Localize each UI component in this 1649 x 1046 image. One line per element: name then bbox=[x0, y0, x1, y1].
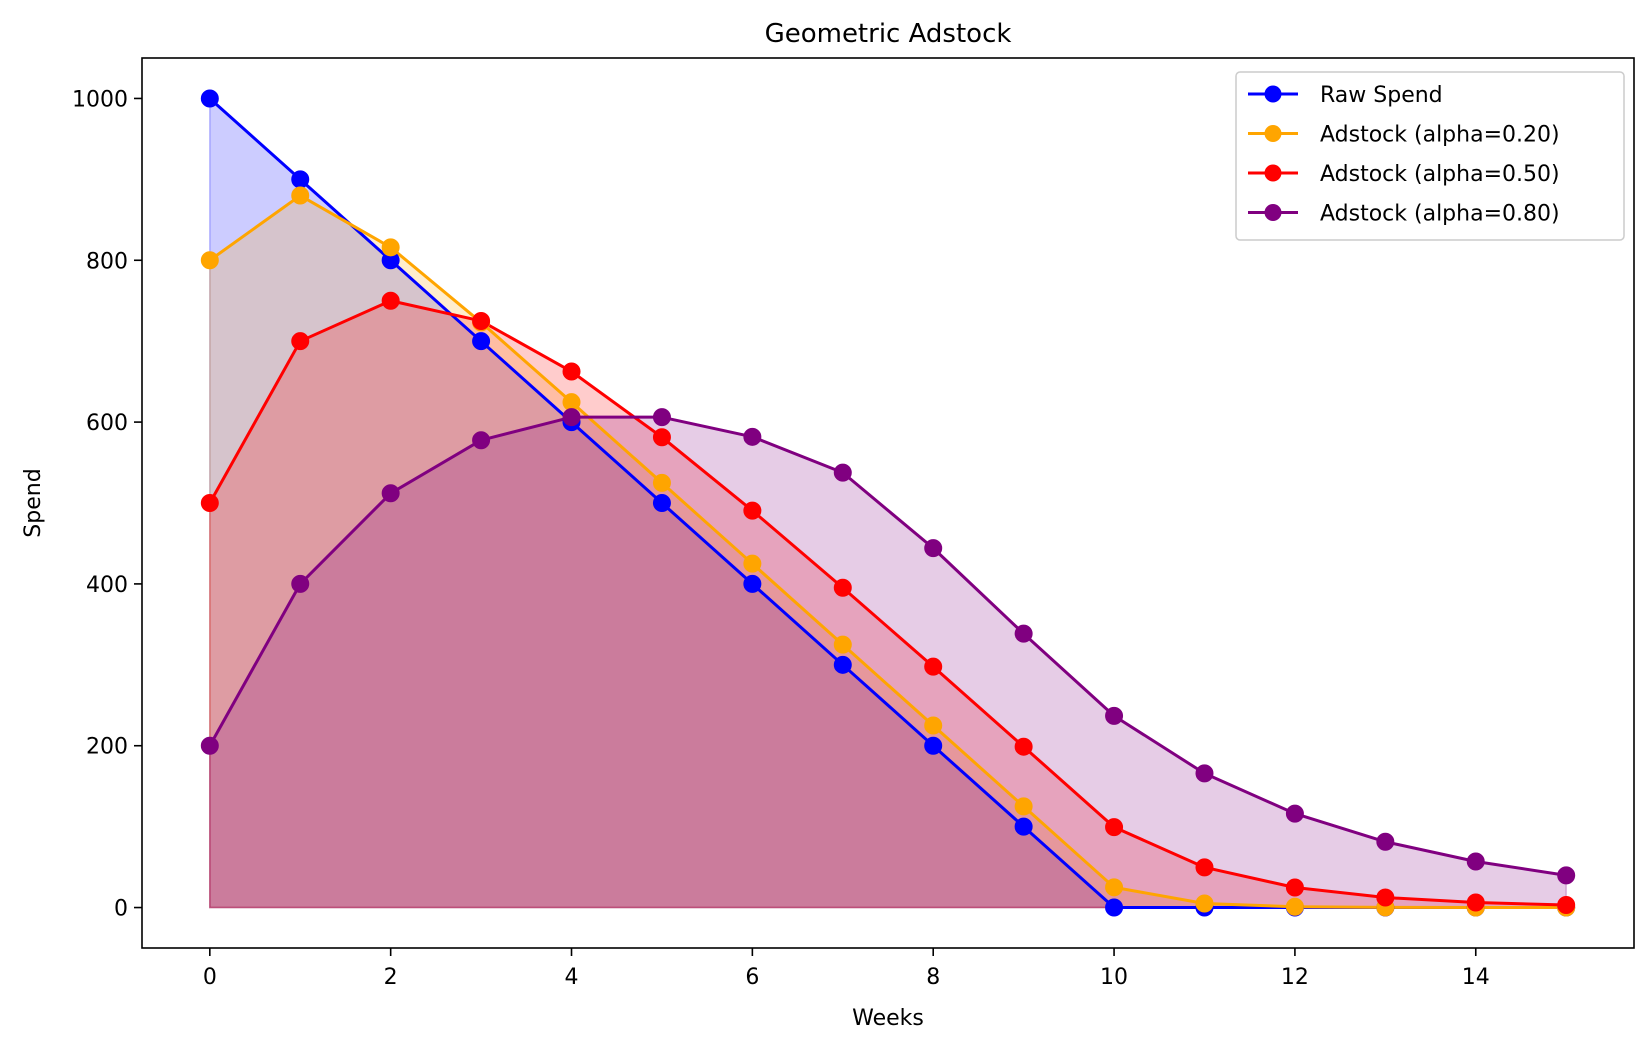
data-point-1 bbox=[1014, 797, 1033, 816]
data-point-1 bbox=[1285, 897, 1304, 916]
x-tick-label: 4 bbox=[565, 965, 579, 990]
data-point-3 bbox=[562, 408, 581, 427]
x-tick-label: 14 bbox=[1462, 965, 1490, 990]
legend-marker-1 bbox=[1264, 125, 1282, 142]
data-point-3 bbox=[381, 484, 400, 503]
data-point-0 bbox=[833, 655, 852, 674]
series-lines bbox=[208, 96, 1568, 910]
data-point-0 bbox=[743, 574, 762, 593]
legend-label-1: Adstock (alpha=0.20) bbox=[1320, 123, 1560, 148]
data-point-2 bbox=[200, 494, 219, 512]
data-point-0 bbox=[200, 89, 219, 108]
data-point-1 bbox=[291, 186, 310, 205]
legend-label-3: Adstock (alpha=0.80) bbox=[1320, 202, 1560, 227]
series-line-2 bbox=[208, 299, 1568, 907]
y-axis-label: Spend bbox=[21, 468, 46, 537]
data-point-0 bbox=[291, 170, 310, 189]
data-point-3 bbox=[743, 427, 762, 446]
data-point-3 bbox=[1014, 624, 1033, 643]
legend-box bbox=[1235, 71, 1625, 241]
x-tick-label: 2 bbox=[384, 965, 398, 990]
data-point-0 bbox=[472, 332, 491, 351]
data-point-1 bbox=[1105, 878, 1124, 897]
legend-label-2: Adstock (alpha=0.50) bbox=[1320, 162, 1560, 187]
data-point-1 bbox=[200, 251, 219, 270]
data-point-2 bbox=[1195, 858, 1214, 877]
data-point-3 bbox=[1557, 866, 1576, 885]
data-point-3 bbox=[1195, 764, 1214, 783]
y-tick-label: 200 bbox=[86, 735, 128, 760]
x-tick-label: 10 bbox=[1100, 965, 1128, 990]
legend-marker-0 bbox=[1264, 85, 1282, 103]
data-point-2 bbox=[1376, 888, 1395, 907]
data-point-1 bbox=[381, 238, 400, 257]
data-point-1 bbox=[743, 554, 762, 573]
data-point-3 bbox=[1285, 804, 1304, 823]
data-point-1 bbox=[652, 473, 671, 492]
data-point-2 bbox=[652, 428, 671, 447]
x-axis-label: Weeks bbox=[852, 1006, 924, 1031]
data-point-3 bbox=[652, 408, 671, 427]
data-point-3 bbox=[472, 431, 491, 450]
data-point-0 bbox=[1105, 898, 1124, 917]
legend-marker-2 bbox=[1264, 164, 1282, 182]
x-tick-label: 6 bbox=[745, 965, 759, 990]
data-point-1 bbox=[562, 393, 581, 412]
plot-frame bbox=[141, 57, 1635, 949]
legend: Raw Spend Adstock (alpha=0.20) Adstock (al… bbox=[1235, 71, 1625, 241]
y-axis-ticks: 0 200 400 600 800 1000 bbox=[72, 87, 142, 922]
data-point-3 bbox=[291, 574, 310, 593]
data-point-2 bbox=[562, 362, 581, 381]
y-tick-label: 1000 bbox=[72, 87, 128, 112]
series-line-1 bbox=[208, 194, 1568, 910]
data-point-2 bbox=[743, 501, 762, 520]
data-point-2 bbox=[381, 291, 400, 310]
data-point-2 bbox=[1285, 878, 1304, 897]
series-line-3 bbox=[208, 415, 1568, 877]
x-tick-label: 0 bbox=[203, 965, 217, 990]
data-point-0 bbox=[652, 494, 671, 512]
legend-marker-3 bbox=[1264, 204, 1282, 221]
data-point-0 bbox=[1014, 817, 1033, 836]
data-point-2 bbox=[1466, 893, 1485, 912]
series-markers bbox=[200, 89, 1576, 917]
y-tick-label: 400 bbox=[86, 573, 128, 598]
data-point-2 bbox=[1105, 818, 1124, 837]
data-point-3 bbox=[924, 539, 943, 558]
x-tick-label: 8 bbox=[926, 965, 940, 990]
data-point-1 bbox=[924, 716, 943, 735]
data-point-2 bbox=[472, 311, 491, 330]
data-point-3 bbox=[200, 736, 219, 755]
data-point-3 bbox=[833, 463, 852, 482]
data-point-2 bbox=[924, 657, 943, 676]
legend-label-0: Raw Spend bbox=[1320, 83, 1443, 108]
data-point-2 bbox=[1557, 896, 1576, 915]
y-tick-label: 0 bbox=[114, 897, 128, 922]
data-point-3 bbox=[1376, 832, 1395, 851]
data-point-1 bbox=[1195, 894, 1214, 913]
data-point-2 bbox=[1014, 737, 1033, 756]
data-point-3 bbox=[1105, 706, 1124, 725]
data-point-1 bbox=[833, 635, 852, 654]
chart-title: Geometric Adstock bbox=[765, 19, 1012, 49]
y-tick-label: 600 bbox=[86, 411, 128, 436]
x-tick-label: 12 bbox=[1281, 965, 1309, 990]
data-point-2 bbox=[291, 332, 310, 351]
data-point-3 bbox=[1466, 852, 1485, 871]
x-axis-ticks: 0 2 4 6 8 10 12 14 bbox=[203, 948, 1490, 990]
data-point-0 bbox=[924, 736, 943, 755]
y-tick-label: 800 bbox=[86, 249, 128, 274]
data-point-2 bbox=[833, 578, 852, 597]
